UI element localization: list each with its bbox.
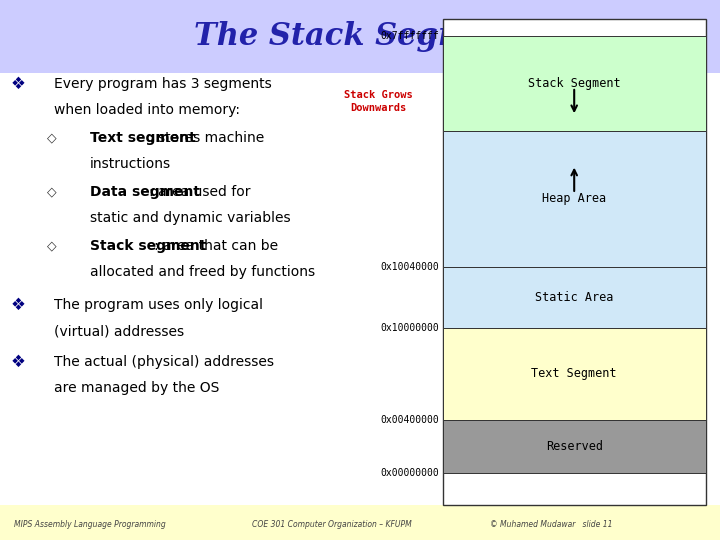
Text: Heap Area: Heap Area — [542, 192, 606, 205]
Text: The Stack Segment: The Stack Segment — [194, 21, 526, 52]
Text: allocated and freed by functions: allocated and freed by functions — [90, 265, 315, 279]
FancyBboxPatch shape — [443, 19, 706, 505]
Text: : area that can be: : area that can be — [153, 239, 278, 253]
Text: 0x10040000: 0x10040000 — [380, 262, 439, 272]
FancyBboxPatch shape — [443, 36, 706, 131]
Text: ◇: ◇ — [47, 185, 56, 198]
Text: Stack Segment: Stack Segment — [528, 77, 621, 90]
Text: : stores machine: : stores machine — [149, 131, 264, 145]
Text: Data segment: Data segment — [90, 185, 200, 199]
Text: 0x7fffffff: 0x7fffffff — [380, 31, 439, 41]
Text: Text Segment: Text Segment — [531, 367, 617, 380]
Text: 0x10000000: 0x10000000 — [380, 322, 439, 333]
Text: 0x00400000: 0x00400000 — [380, 415, 439, 425]
FancyBboxPatch shape — [443, 131, 706, 267]
Text: Text segment: Text segment — [90, 131, 196, 145]
Text: Stack segment: Stack segment — [90, 239, 207, 253]
Text: ❖: ❖ — [11, 353, 26, 371]
Text: The program uses only logical: The program uses only logical — [54, 298, 263, 312]
Text: : area used for: : area used for — [149, 185, 251, 199]
Text: instructions: instructions — [90, 157, 171, 171]
Text: ❖: ❖ — [11, 75, 26, 93]
Text: are managed by the OS: are managed by the OS — [54, 381, 220, 395]
Text: COE 301 Computer Organization – KFUPM: COE 301 Computer Organization – KFUPM — [252, 519, 412, 529]
Text: when loaded into memory:: when loaded into memory: — [54, 103, 240, 117]
Text: Static Area: Static Area — [535, 291, 613, 303]
FancyBboxPatch shape — [443, 420, 706, 473]
Text: ◇: ◇ — [47, 131, 56, 144]
Text: Stack Grows
Downwards: Stack Grows Downwards — [343, 90, 413, 113]
Text: static and dynamic variables: static and dynamic variables — [90, 211, 291, 225]
Text: ◇: ◇ — [47, 239, 56, 252]
Text: © Muhamed Mudawar   slide 11: © Muhamed Mudawar slide 11 — [490, 519, 612, 529]
FancyBboxPatch shape — [0, 505, 720, 540]
Text: Every program has 3 segments: Every program has 3 segments — [54, 77, 271, 91]
FancyBboxPatch shape — [0, 0, 720, 73]
Text: ❖: ❖ — [11, 296, 26, 314]
Text: 0x00000000: 0x00000000 — [380, 468, 439, 478]
Text: MIPS Assembly Language Programming: MIPS Assembly Language Programming — [14, 519, 166, 529]
Text: Reserved: Reserved — [546, 440, 603, 453]
FancyBboxPatch shape — [443, 267, 706, 327]
Text: (virtual) addresses: (virtual) addresses — [54, 324, 184, 338]
Text: The actual (physical) addresses: The actual (physical) addresses — [54, 355, 274, 369]
FancyBboxPatch shape — [443, 327, 706, 420]
